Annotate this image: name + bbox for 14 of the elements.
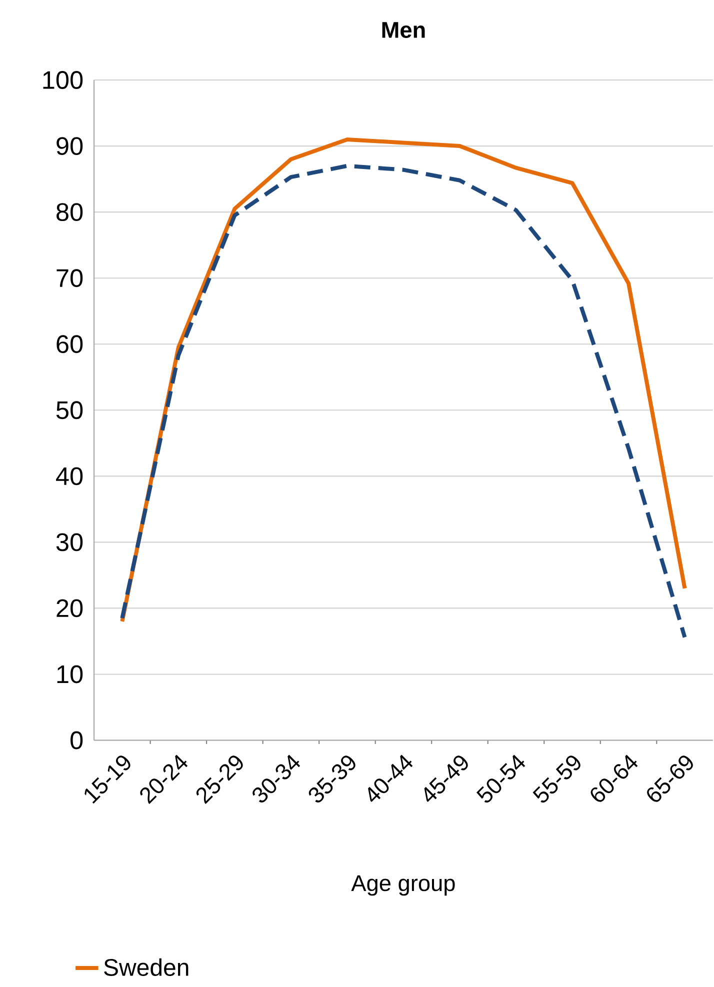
y-tick-label: 70: [56, 269, 83, 288]
y-tick-label: 100: [43, 71, 83, 90]
chart-title: Men: [382, 22, 425, 38]
x-axis-title: Age group: [351, 875, 456, 896]
y-tick-label: 80: [56, 203, 83, 222]
y-tick-label: 90: [56, 137, 83, 156]
y-tick-label: 10: [58, 665, 83, 684]
y-tick-label: 40: [56, 467, 83, 486]
y-tick-label: 0: [70, 731, 83, 750]
y-tick-label: 30: [56, 533, 83, 552]
y-tick-label: 20: [56, 599, 83, 618]
y-tick-label: 60: [56, 335, 83, 354]
y-tick-label: 50: [56, 401, 83, 420]
legend-label: Sweden: [104, 958, 188, 976]
